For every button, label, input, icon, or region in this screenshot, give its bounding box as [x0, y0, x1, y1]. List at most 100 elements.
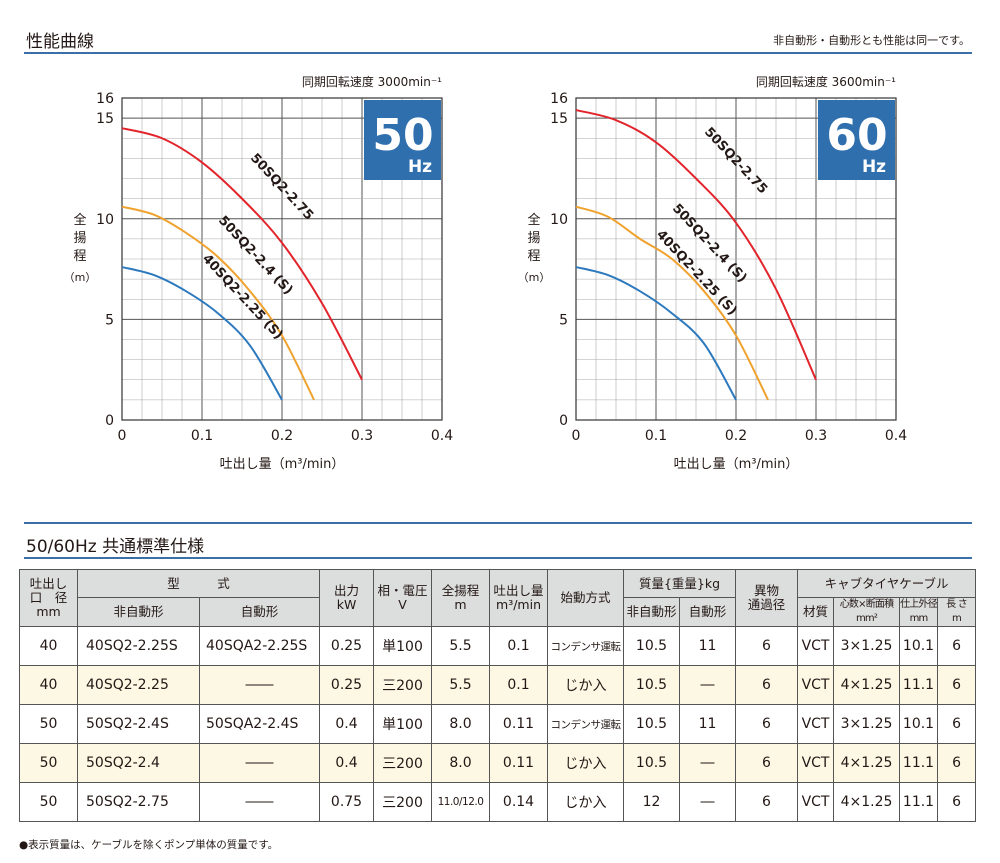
y-tick-label: 0 [559, 413, 568, 429]
cell-model-manual: 50SQ2-2.4 [77, 743, 200, 783]
cell-bore: 40 [19, 626, 78, 666]
plot-frame [121, 97, 443, 421]
cell-cable-material: VCT [797, 743, 835, 783]
cell-mass-manual: 10.5 [623, 665, 681, 705]
cell-solid-passage: 6 [735, 782, 799, 822]
cell-cable-cores: 3×1.25 [833, 704, 901, 744]
header-solid-passage: 異物 通過径 [735, 569, 799, 627]
frequency-badge-unit: Hz [862, 157, 886, 177]
y-axis-label-char: 全 [73, 212, 86, 228]
cell-bore: 40 [19, 665, 78, 705]
cell-phase-voltage: 単100 [373, 626, 433, 666]
frequency-badge-unit: Hz [408, 157, 432, 177]
cell-cable-od: 11.1 [899, 743, 939, 783]
cell-output: 0.75 [319, 782, 375, 822]
plot-frame [575, 97, 897, 421]
series-label: 50SQ2-2.4 (S) [669, 201, 749, 286]
table-row: 40 40SQ2-2.25 ―― 0.25 三200 5.5 0.1 じか入 10.5 ― 6 VCT… [19, 665, 977, 705]
cell-flow: 0.11 [489, 743, 549, 783]
curve-40sq2-2.25s [121, 266, 283, 401]
y-tick-label: 15 [550, 111, 568, 127]
cell-model-auto: 40SQA2-2.25S [198, 626, 321, 666]
header-bore-unit: mm [36, 604, 61, 619]
table-row: 50 50SQ2-2.4 ―― 0.4 三200 8.0 0.11 じか入 10.5 ― 6 VCT 4… [19, 743, 977, 783]
frequency-badge [818, 100, 895, 180]
header-start-method: 始動方式 [547, 569, 625, 627]
cell-mass-auto: ― [679, 782, 737, 822]
x-tick-label: 0 [572, 428, 581, 444]
cell-solid-passage: 6 [735, 626, 799, 666]
cell-phase-voltage: 三200 [373, 743, 433, 783]
section-divider [24, 522, 972, 524]
y-tick-label: 16 [96, 91, 114, 107]
cell-cable-cores: 3×1.25 [833, 626, 901, 666]
cell-output: 0.4 [319, 743, 375, 783]
cell-output: 0.25 [319, 626, 375, 666]
frequency-badge-value: 60 [826, 110, 887, 161]
cell-cable-length: 6 [937, 626, 977, 666]
performance-chart-60hz: 0 5 10 15 16 0 0.1 0.2 0.3 0.4 吐出し量（m³/min） 全揚程 （m） 同… [518, 74, 908, 472]
cell-head: 8.0 [431, 704, 491, 744]
cell-flow: 0.11 [489, 704, 549, 744]
cell-model-auto: ―― [198, 665, 321, 705]
y-axis-label-char: 程 [527, 249, 540, 264]
header-flow: 吐出し量 m³/min [489, 569, 549, 627]
section-divider [24, 557, 972, 559]
y-axis-unit: （m） [518, 271, 551, 284]
cell-cable-material: VCT [797, 665, 835, 705]
cell-solid-passage: 6 [735, 743, 799, 783]
header-mass-manual: 非自動形 [623, 597, 681, 627]
cell-cable-material: VCT [797, 782, 835, 822]
header-model-manual: 非自動形 [77, 597, 200, 627]
section-title-spec: 50/60Hz 共通標準仕様 [26, 537, 205, 557]
cell-cable-material: VCT [797, 626, 835, 666]
x-tick-label: 0.1 [191, 428, 213, 444]
cell-head: 5.5 [431, 665, 491, 705]
cell-mass-auto: 11 [679, 704, 737, 744]
x-tick-label: 0.3 [805, 428, 827, 444]
performance-note: 非自動形・自動形とも性能は同一です。 [773, 34, 970, 47]
x-tick-label: 0.4 [431, 428, 453, 444]
x-tick-label: 0.3 [351, 428, 373, 444]
cell-model-manual: 40SQ2-2.25 [77, 665, 200, 705]
cell-mass-auto: ― [679, 743, 737, 783]
y-tick-label: 15 [96, 111, 114, 127]
cell-start-method: じか入 [547, 665, 625, 705]
y-axis-unit: （m） [64, 271, 97, 284]
cell-bore: 50 [19, 704, 78, 744]
y-axis-label-char: 程 [73, 249, 86, 264]
cell-cable-length: 6 [937, 743, 977, 783]
cell-cable-material: VCT [797, 704, 835, 744]
cell-model-auto: ―― [198, 782, 321, 822]
curve-50sq2-2.4s [121, 205, 315, 401]
frequency-badge-value: 50 [372, 110, 433, 161]
curve-50sq2-2.75 [575, 109, 817, 381]
cell-model-auto: ―― [198, 743, 321, 783]
cell-cable-cores: 4×1.25 [833, 743, 901, 783]
cell-head: 8.0 [431, 743, 491, 783]
cell-head: 11.0/12.0 [431, 782, 491, 822]
y-axis-label-char: 揚 [527, 230, 540, 246]
x-axis-label: 吐出し量（m³/min） [674, 457, 799, 472]
header-bore: 吐出し口 径 mm [19, 569, 78, 627]
cell-start-method: コンデンサ運転 [547, 704, 625, 744]
y-tick-label: 0 [105, 413, 114, 429]
y-tick-label: 5 [559, 312, 568, 328]
cell-output: 0.25 [319, 665, 375, 705]
x-tick-label: 0.2 [271, 428, 293, 444]
y-tick-label: 5 [105, 312, 114, 328]
cell-cable-length: 6 [937, 782, 977, 822]
cell-model-manual: 50SQ2-2.75 [77, 782, 200, 822]
cell-model-auto: 50SQA2-2.4S [198, 704, 321, 744]
curve-50sq2-2.75 [121, 127, 363, 381]
header-cable-material: 材質 [797, 597, 835, 627]
cell-cable-od: 10.1 [899, 626, 939, 666]
spec-table: 吐出し口 径 mm 型 式 出力 kW 相・電圧 V 全揚程 m 吐出し量 m³/min … [19, 569, 977, 822]
y-tick-label: 10 [550, 212, 568, 228]
cell-output: 0.4 [319, 704, 375, 744]
table-row: 50 50SQ2-2.4S 50SQA2-2.4S 0.4 単100 8.0 0.11 コンデ… [19, 704, 977, 744]
cell-start-method: コンデンサ運転 [547, 626, 625, 666]
speed-label: 同期回転速度 3600min⁻¹ [756, 74, 896, 89]
x-tick-label: 0 [118, 428, 127, 444]
x-tick-label: 0.2 [725, 428, 747, 444]
